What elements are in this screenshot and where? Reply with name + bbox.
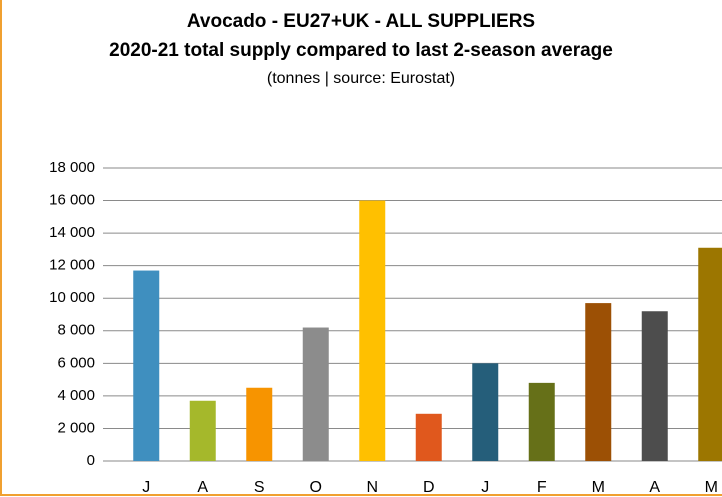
y-tick-label: 16 000 <box>49 192 95 209</box>
y-tick-label: 8 000 <box>57 322 95 339</box>
x-tick-label: O <box>310 479 322 496</box>
x-tick-label: N <box>366 479 378 496</box>
x-tick-label: M <box>592 479 605 496</box>
y-tick-label: 10 000 <box>49 289 95 306</box>
x-tick-label: A <box>649 479 660 496</box>
y-tick-label: 0 <box>87 452 95 469</box>
y-tick-label: 6 000 <box>57 354 95 371</box>
y-tick-label: 4 000 <box>57 387 95 404</box>
x-tick-label: J <box>142 479 150 496</box>
y-tick-label: 12 000 <box>49 257 95 274</box>
y-tick-label: 2 000 <box>57 419 95 436</box>
bar <box>359 200 386 462</box>
bar <box>189 400 216 461</box>
bar <box>472 363 499 461</box>
x-tick-label: A <box>197 479 208 496</box>
x-tick-label: F <box>537 479 547 496</box>
chart-title: Avocado - EU27+UK - ALL SUPPLIERS <box>187 11 535 32</box>
x-tick-label: D <box>423 479 435 496</box>
x-tick-label: J <box>481 479 489 496</box>
y-tick-label: 18 000 <box>49 159 95 176</box>
x-tick-label: M <box>705 479 718 496</box>
x-tick-label: S <box>254 479 265 496</box>
chart-subtitle: 2020-21 total supply compared to last 2-… <box>109 40 613 61</box>
bar <box>698 247 722 461</box>
bar <box>528 382 555 461</box>
bar <box>641 311 668 461</box>
y-tick-label: 14 000 <box>49 224 95 241</box>
chart-caption: (tonnes | source: Eurostat) <box>267 70 455 87</box>
bar <box>302 327 329 461</box>
bar <box>585 303 612 461</box>
bar <box>415 413 442 461</box>
bar <box>246 387 273 461</box>
bar <box>133 270 160 461</box>
